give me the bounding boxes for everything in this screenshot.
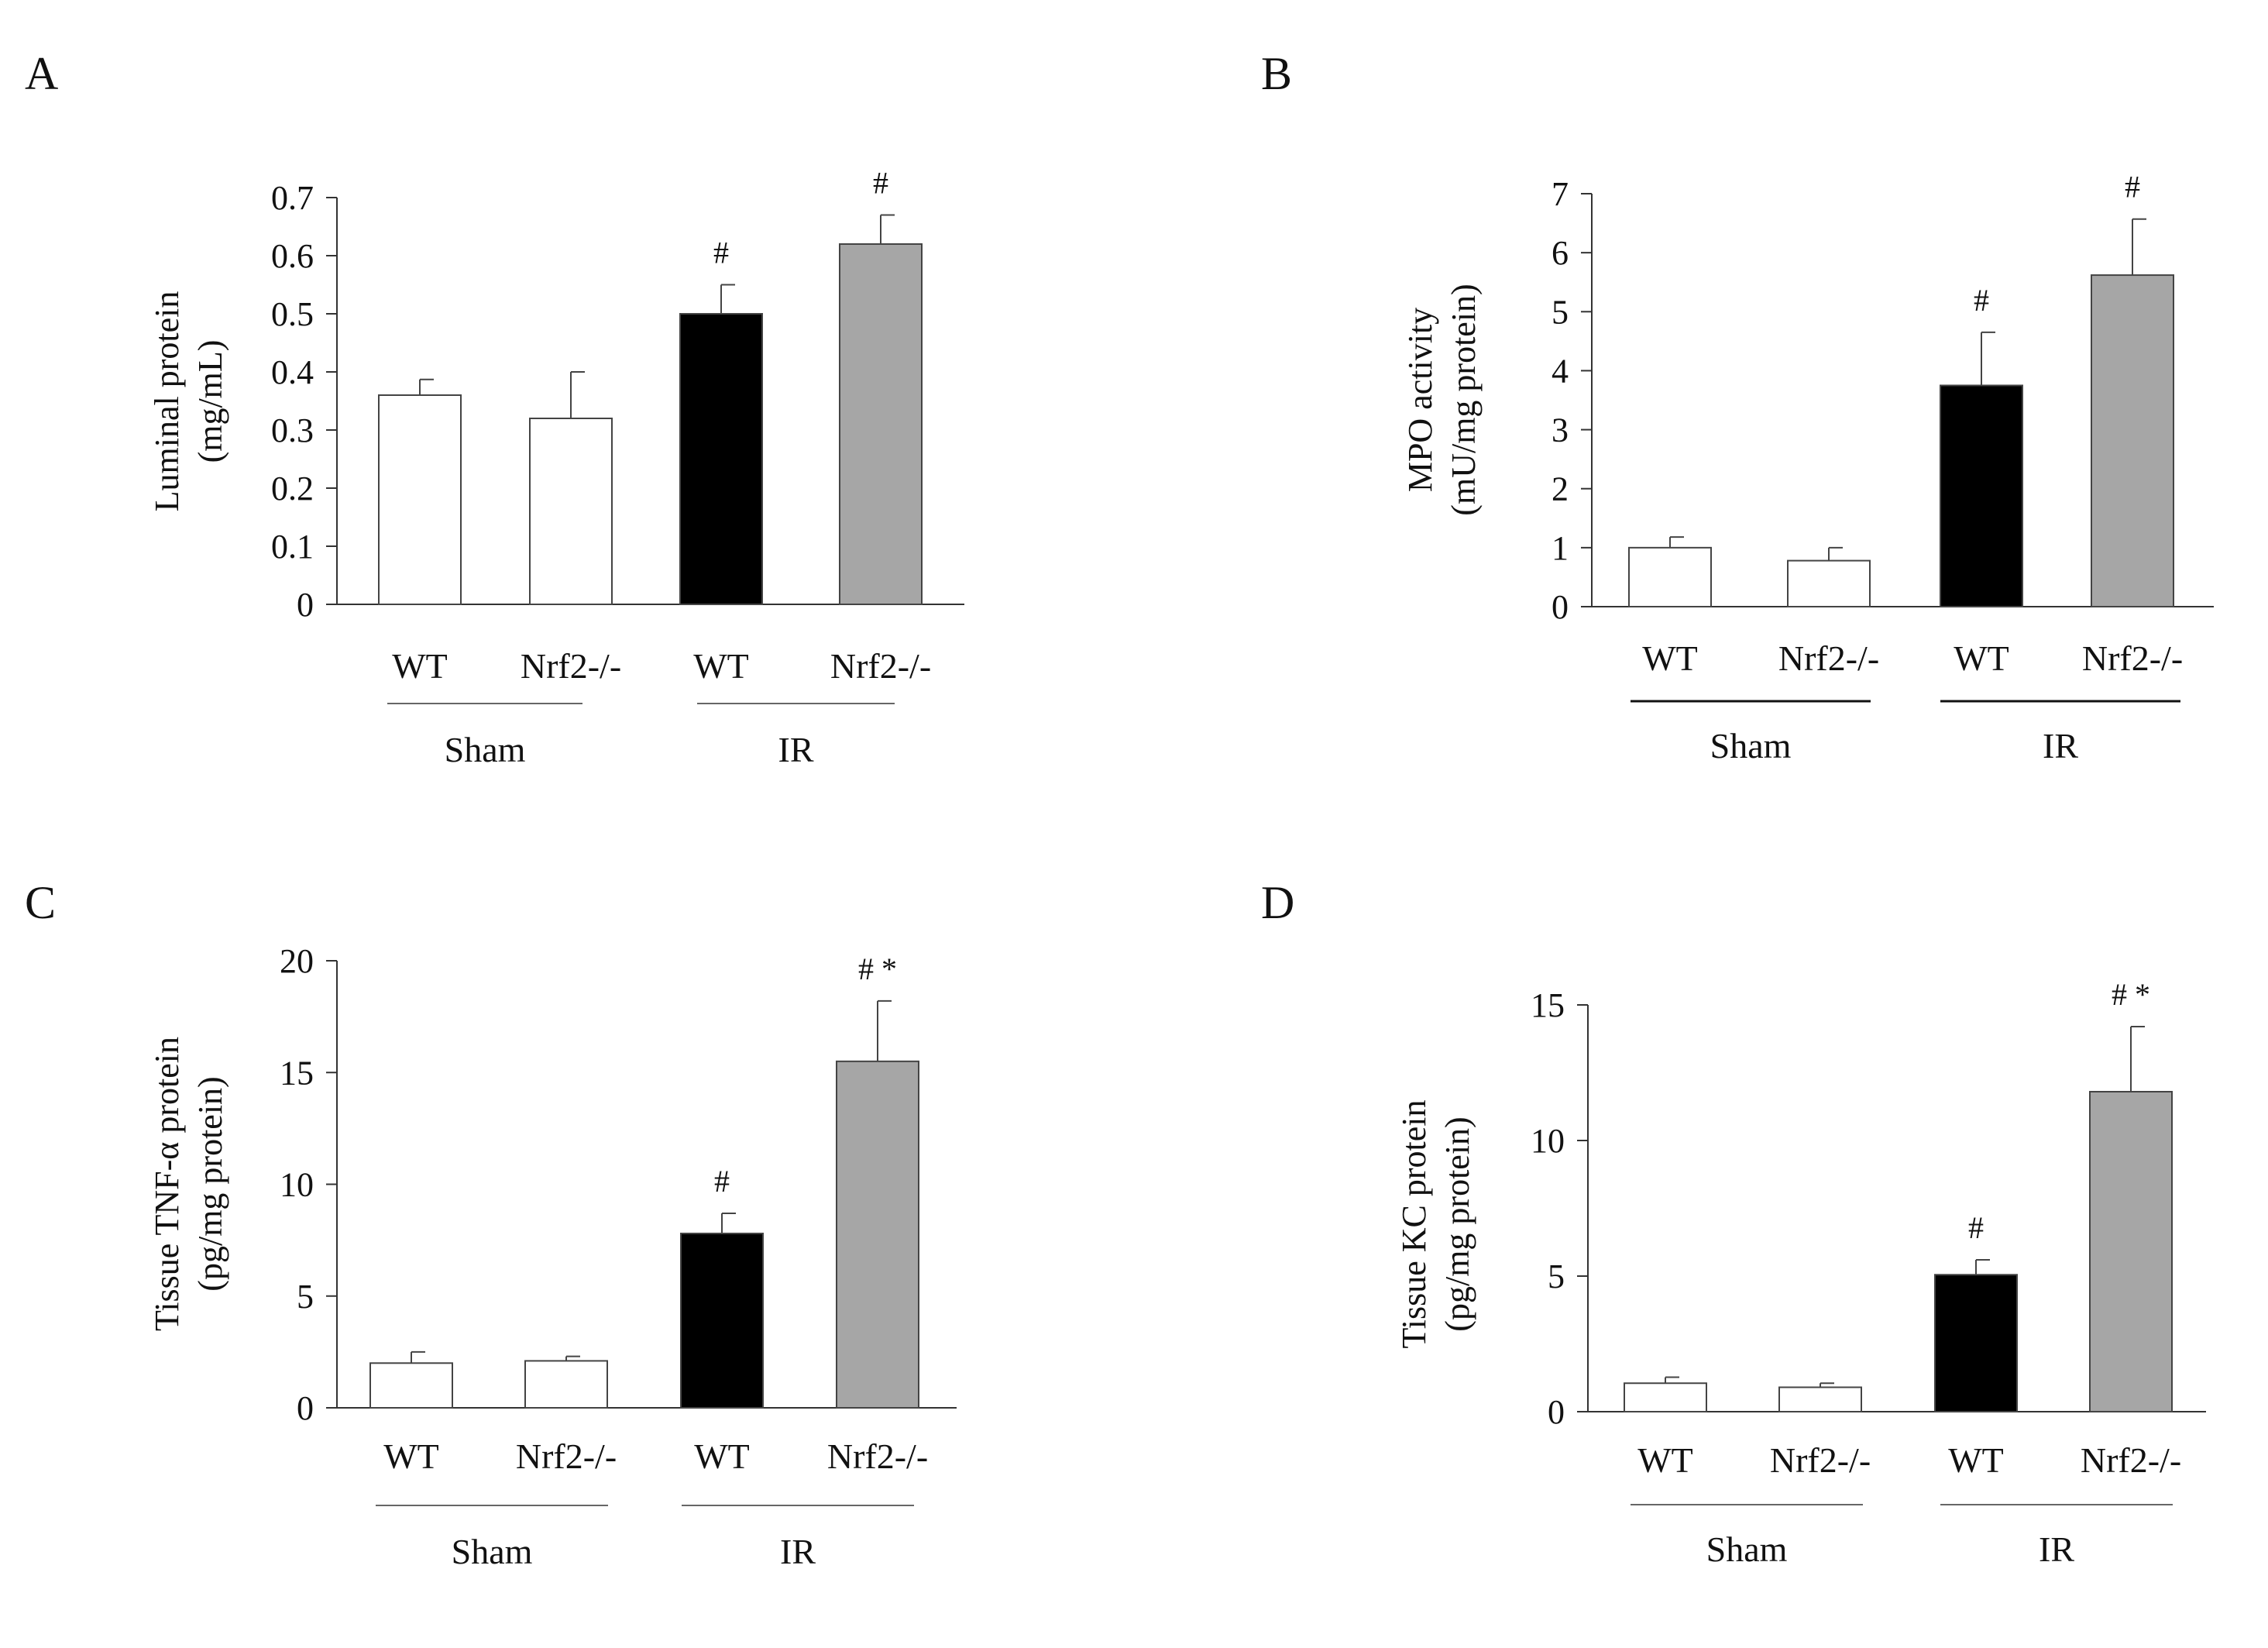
y-axis-label-line: Tissue KC protein (1395, 1099, 1433, 1348)
significance-annotation: # * (858, 951, 897, 986)
bar (839, 243, 923, 605)
x-category-label: Nrf2-/- (516, 1436, 617, 1476)
y-axis-label-line: Luminal protein (148, 291, 186, 512)
y-tick-label: 0.5 (271, 295, 314, 333)
group-label: IR (780, 1532, 816, 1571)
panel-letter: A (25, 48, 58, 99)
y-axis-label-line: MPO activity (1401, 308, 1439, 492)
x-category-label: WT (1637, 1440, 1693, 1480)
bar (1778, 1386, 1862, 1412)
panel-d: D 0 5 10 15 Tissue KC protein (pg/mg protein) W… (1261, 877, 2206, 1569)
y-tick-label: 0 (1552, 588, 1569, 626)
significance-annotation: # (2125, 170, 2140, 205)
x-category-label: WT (1642, 638, 1698, 678)
group-label: Sham (1706, 1529, 1788, 1569)
y-tick-label: 0.1 (271, 528, 314, 566)
y-tick-label: 15 (280, 1054, 314, 1092)
bar (1628, 546, 1712, 607)
y-tick-label: 3 (1552, 411, 1569, 449)
significance-annotation: # (1968, 1210, 1984, 1245)
y-tick-label: 0.2 (271, 470, 314, 507)
x-category-label: WT (694, 1436, 750, 1476)
panel-c: C 0 5 10 15 20 Tissue TNF-α protein (pg/mg prot… (25, 877, 957, 1571)
panel-b: B 0 1 2 3 4 5 6 7 MPO activity (mU/mg protein) WT Nr… (1261, 48, 2214, 766)
x-category-label: Nrf2-/- (521, 646, 621, 686)
x-category-label: WT (693, 646, 749, 686)
panel-letter: D (1261, 877, 1294, 928)
bar (1787, 559, 1871, 608)
y-axis-label-line: Tissue TNF-α protein (148, 1037, 186, 1331)
significance-annotation: # (1974, 283, 1989, 318)
group-label: IR (778, 730, 814, 769)
bar (2091, 274, 2174, 607)
y-tick-label: 4 (1552, 352, 1569, 390)
group-label: Sham (452, 1532, 533, 1571)
y-tick-label: 10 (1531, 1122, 1565, 1160)
x-category-label: WT (1948, 1440, 2004, 1480)
y-tick-label: 0 (1548, 1393, 1565, 1431)
bar (1940, 384, 2023, 607)
y-tick-label: 5 (1548, 1258, 1565, 1295)
y-tick-label: 0 (297, 1389, 314, 1427)
x-category-label: WT (383, 1436, 439, 1476)
bar (679, 313, 763, 605)
x-category-label: Nrf2-/- (1778, 638, 1879, 678)
y-tick-label: 2 (1552, 470, 1569, 508)
y-axis-label-line: (mU/mg protein) (1445, 284, 1483, 515)
significance-annotation: # (713, 236, 729, 270)
y-tick-label: 5 (297, 1278, 314, 1316)
y-axis-label-line: (mg/mL) (191, 340, 229, 463)
x-category-label: Nrf2-/- (830, 646, 931, 686)
bar (680, 1232, 764, 1409)
x-category-label: WT (1954, 638, 2009, 678)
y-tick-label: 0.4 (271, 353, 314, 391)
group-label: IR (2039, 1529, 2074, 1569)
y-tick-label: 0.6 (271, 237, 314, 275)
y-tick-label: 1 (1552, 529, 1569, 567)
y-tick-label: 0.3 (271, 411, 314, 449)
group-label: Sham (445, 730, 526, 769)
panel-letter: C (25, 877, 56, 928)
bar (836, 1060, 919, 1409)
group-label: Sham (1710, 726, 1792, 766)
y-axis-label-line: (pg/mg protein) (1438, 1116, 1476, 1331)
y-tick-label: 10 (280, 1166, 314, 1204)
x-category-label: Nrf2-/- (2082, 638, 2183, 678)
significance-annotation: # (714, 1164, 730, 1199)
bar (2089, 1091, 2173, 1412)
y-axis-label: Tissue TNF-α protein (pg/mg protein) (148, 1037, 229, 1331)
significance-annotation: # * (2112, 977, 2150, 1012)
y-tick-label: 0.7 (271, 179, 314, 217)
x-category-label: Nrf2-/- (827, 1436, 928, 1476)
y-tick-label: 15 (1531, 986, 1565, 1024)
y-axis-label: MPO activity (mU/mg protein) (1401, 284, 1483, 515)
x-category-label: WT (392, 646, 448, 686)
panel-letter: B (1261, 48, 1292, 99)
x-category-label: Nrf2-/- (2081, 1440, 2181, 1480)
x-category-label: Nrf2-/- (1770, 1440, 1871, 1480)
bar (1934, 1274, 2018, 1412)
panel-a: A 0 0.1 0.2 0.3 0.4 0.5 0.6 0.7 Luminal protein (m… (25, 48, 964, 769)
bar (1624, 1382, 1707, 1412)
bar (369, 1362, 453, 1409)
significance-annotation: # (873, 166, 888, 201)
y-tick-label: 20 (280, 942, 314, 980)
bar (529, 418, 613, 605)
y-tick-label: 5 (1552, 293, 1569, 331)
bar (378, 394, 462, 605)
y-axis-label-line: (pg/mg protein) (191, 1076, 229, 1291)
y-axis-label: Luminal protein (mg/mL) (148, 291, 229, 512)
y-tick-label: 7 (1552, 175, 1569, 213)
y-tick-label: 0 (297, 586, 314, 624)
bar (524, 1360, 608, 1409)
y-axis-label: Tissue KC protein (pg/mg protein) (1395, 1099, 1476, 1348)
y-tick-label: 6 (1552, 234, 1569, 272)
group-label: IR (2043, 726, 2078, 766)
